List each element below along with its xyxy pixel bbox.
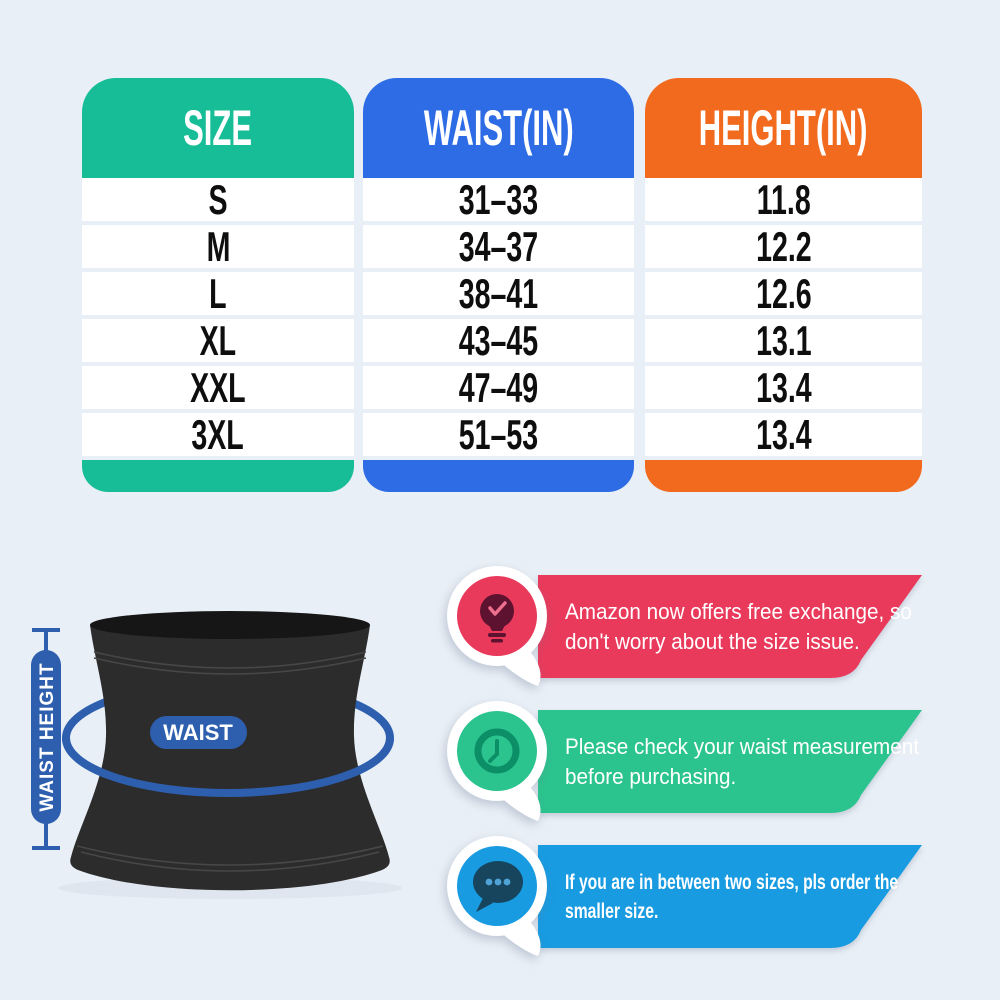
height-cell: 11.8 xyxy=(756,175,811,223)
table-row: 43–45 xyxy=(363,316,634,364)
column-footer-bar xyxy=(82,460,354,492)
table-row: XXL xyxy=(82,363,354,411)
callout-text: Please check your waist measurement befo… xyxy=(565,734,920,789)
waist-trainer-image xyxy=(70,611,390,891)
table-row: 13.4 xyxy=(645,410,922,458)
table-row: 12.2 xyxy=(645,222,922,270)
clock-icon xyxy=(474,728,520,774)
table-row: 13.1 xyxy=(645,316,922,364)
size-cell: L xyxy=(209,269,227,317)
callout-banner xyxy=(538,845,922,948)
column-header-label: WAIST(IN) xyxy=(423,100,574,156)
column-header-height: HEIGHT(IN) xyxy=(645,78,922,178)
callout-banner xyxy=(538,575,922,678)
waist-trainer-illustration: WAIST WAIST HEIGHT xyxy=(31,611,402,899)
table-row: 47–49 xyxy=(363,363,634,411)
height-cell: 13.4 xyxy=(755,363,812,411)
size-cell: XXL xyxy=(190,363,246,411)
waist-height-pill xyxy=(31,650,61,824)
size-cell: M xyxy=(206,222,230,270)
size-cell: XL xyxy=(199,316,237,364)
table-column-size: SIZE S M L XL XXL 3XL xyxy=(82,78,354,492)
callout-text: If you are in between two sizes, pls ord… xyxy=(565,870,899,923)
waist-label: WAIST xyxy=(163,720,233,745)
size-cell: S xyxy=(208,175,228,223)
callout-banner xyxy=(538,710,922,813)
waist-cell: 47–49 xyxy=(458,363,539,411)
table-column-waist: WAIST(IN) 31–33 34–37 38–41 43–45 47–49 … xyxy=(363,78,634,492)
table-row: 11.8 xyxy=(645,175,922,223)
table-row: 38–41 xyxy=(363,269,634,317)
table-row: XL xyxy=(82,316,354,364)
column-header-waist: WAIST(IN) xyxy=(363,78,634,178)
waist-cell: 51–53 xyxy=(458,410,539,458)
waist-cell: 34–37 xyxy=(458,222,539,270)
height-cell: 13.1 xyxy=(755,316,812,364)
column-footer-bar xyxy=(363,460,634,492)
trainer-opening xyxy=(90,611,370,639)
table-column-height: HEIGHT(IN) 11.8 12.2 12.6 13.1 13.4 13.4 xyxy=(645,78,922,492)
chat-dots-icon xyxy=(473,861,523,912)
table-row: 31–33 xyxy=(363,175,634,223)
table-row: 12.6 xyxy=(645,269,922,317)
table-row: 13.4 xyxy=(645,363,922,411)
column-footer-bar xyxy=(645,460,922,492)
icon-bubble xyxy=(447,566,547,686)
table-row: 51–53 xyxy=(363,410,634,458)
lightbulb-check-icon xyxy=(480,594,514,643)
column-header-size: SIZE xyxy=(82,78,354,178)
waist-cell: 43–45 xyxy=(458,316,539,364)
waist-height-label: WAIST HEIGHT xyxy=(37,662,58,811)
height-cell: 12.2 xyxy=(755,222,812,270)
size-cell: 3XL xyxy=(191,410,245,458)
table-row: 34–37 xyxy=(363,222,634,270)
height-cell: 13.4 xyxy=(755,410,812,458)
waist-measure-ellipse-front xyxy=(62,737,394,797)
waist-cell: 38–41 xyxy=(458,269,539,317)
callout-free-exchange: Amazon now offers free exchange, so don'… xyxy=(440,566,985,695)
table-row: M xyxy=(82,222,354,270)
height-cell: 12.6 xyxy=(755,269,812,317)
callout-text: Amazon now offers free exchange, so don'… xyxy=(565,599,912,654)
icon-bubble xyxy=(447,701,547,821)
table-row: 3XL xyxy=(82,410,354,458)
table-row: S xyxy=(82,175,354,223)
waist-cell: 31–33 xyxy=(458,175,539,223)
column-header-label: SIZE xyxy=(183,100,253,156)
table-row: L xyxy=(82,269,354,317)
callout-check-measurement: Please check your waist measurement befo… xyxy=(440,701,985,830)
waist-label-pill xyxy=(150,716,247,749)
column-header-label: HEIGHT(IN) xyxy=(699,100,868,156)
callout-between-sizes: If you are in between two sizes, pls ord… xyxy=(440,836,985,965)
icon-bubble xyxy=(447,836,547,956)
